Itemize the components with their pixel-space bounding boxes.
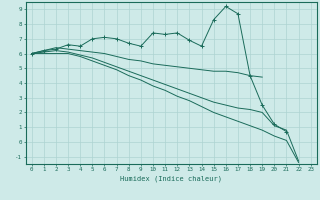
X-axis label: Humidex (Indice chaleur): Humidex (Indice chaleur) [120, 175, 222, 182]
